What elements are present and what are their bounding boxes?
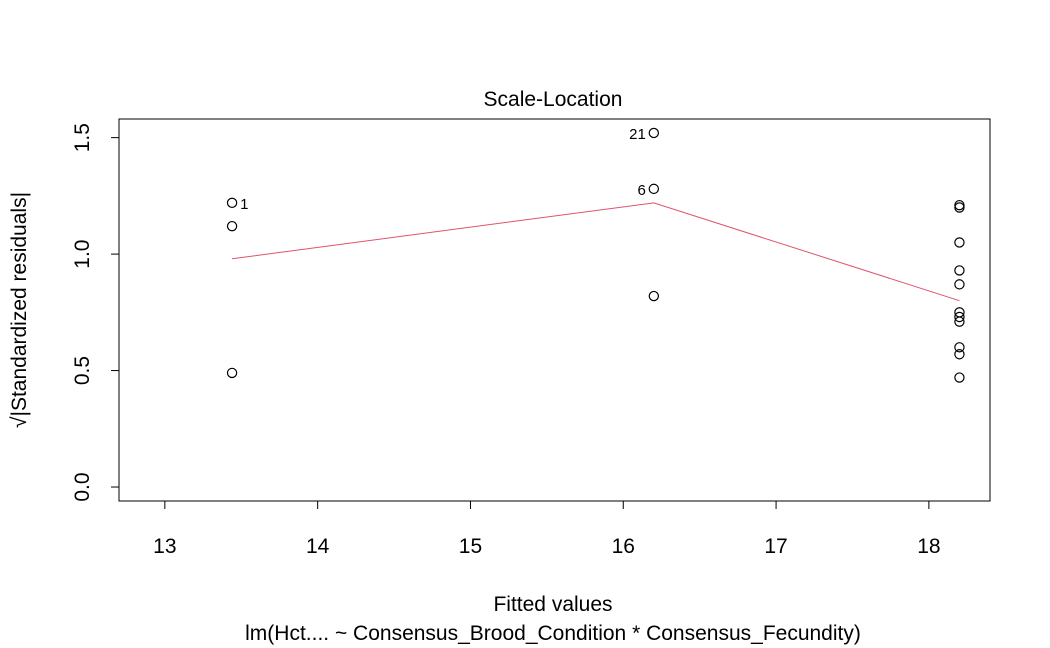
data-point (648, 183, 660, 195)
data-point (954, 349, 965, 360)
y-axis-label: √|Standardized residuals| (8, 192, 31, 428)
data-point (954, 342, 965, 353)
data-point (226, 220, 238, 232)
data-point (954, 202, 965, 213)
x-axis: 13 14 15 16 17 18 (153, 500, 941, 558)
x-tick-label: 13 (153, 535, 176, 558)
x-tick-label: 15 (459, 535, 482, 558)
chart-title: Scale-Location (484, 88, 623, 111)
x-tick-label: 18 (917, 535, 940, 558)
data-point (226, 367, 238, 379)
point-label: 21 (629, 126, 646, 143)
y-tick-label: 0.0 (71, 472, 94, 501)
y-tick-label: 1.0 (71, 239, 94, 268)
point-label: 1 (240, 196, 248, 213)
data-points (226, 127, 965, 383)
point-label: 6 (637, 182, 645, 199)
x-axis-label: Fitted values (493, 593, 612, 616)
y-tick-label: 1.5 (71, 123, 94, 152)
data-point (954, 372, 965, 383)
data-point (954, 199, 965, 211)
y-tick-label: 0.5 (71, 356, 94, 385)
data-point (648, 127, 660, 139)
data-point (954, 265, 965, 276)
smoother-line (232, 202, 960, 302)
point-labels: 1 21 6 (240, 126, 646, 213)
plot-frame (118, 118, 991, 502)
data-point (648, 290, 660, 302)
data-point (954, 316, 965, 327)
model-formula-subtitle: lm(Hct.... ~ Consensus_Brood_Condition *… (245, 622, 861, 645)
data-point (954, 279, 965, 290)
x-tick-label: 17 (764, 535, 787, 558)
x-tick-label: 14 (306, 535, 330, 558)
data-point (226, 197, 238, 209)
data-point (954, 237, 965, 248)
data-point (954, 311, 965, 323)
y-axis: 0.0 0.5 1.0 1.5 (71, 123, 120, 502)
x-tick-label: 16 (612, 535, 635, 558)
